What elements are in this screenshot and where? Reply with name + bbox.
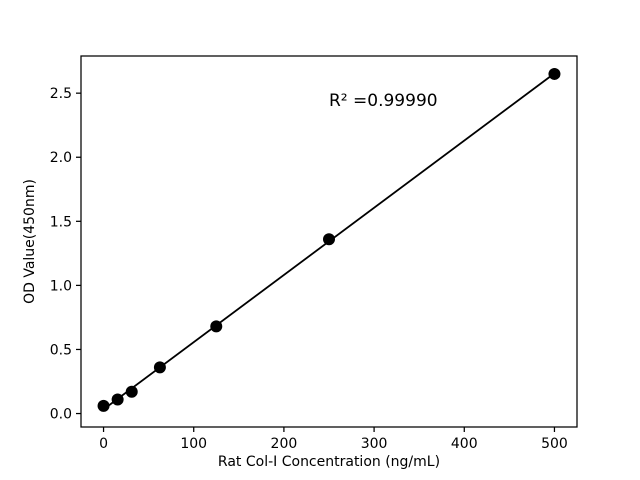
plot-border (80, 55, 578, 428)
r-squared-annotation: R² =0.99990 (329, 91, 438, 111)
x-tick-label: 100 (180, 436, 207, 452)
data-points (97, 67, 561, 412)
y-axis-label: OD Value(450nm) (22, 179, 38, 304)
data-point (97, 399, 110, 412)
y-tick-label: 0.5 (50, 342, 72, 358)
y-tick-label: 0.0 (50, 407, 72, 423)
data-point (125, 385, 138, 398)
data-point (111, 393, 124, 406)
y-tick-label: 1.5 (50, 214, 72, 230)
x-axis-ticks: 0 100 200 300 400 500 (99, 427, 568, 452)
x-tick-label: 200 (271, 436, 298, 452)
x-tick-label: 500 (541, 436, 568, 452)
data-point (548, 67, 561, 80)
y-tick-label: 2.5 (50, 86, 72, 102)
x-tick-label: 0 (99, 436, 108, 452)
x-tick-label: 300 (361, 436, 388, 452)
y-tick-label: 1.0 (50, 278, 72, 294)
data-point (153, 361, 166, 374)
data-point (323, 233, 335, 246)
x-tick-label: 400 (451, 436, 478, 452)
y-tick-label: 2.0 (50, 150, 72, 166)
y-axis-ticks: 0.0 0.5 1.0 1.5 2.0 2.5 (50, 86, 81, 423)
data-point (210, 320, 223, 333)
x-axis-label: Rat Col-I Concentration (ng/mL) (218, 454, 440, 470)
